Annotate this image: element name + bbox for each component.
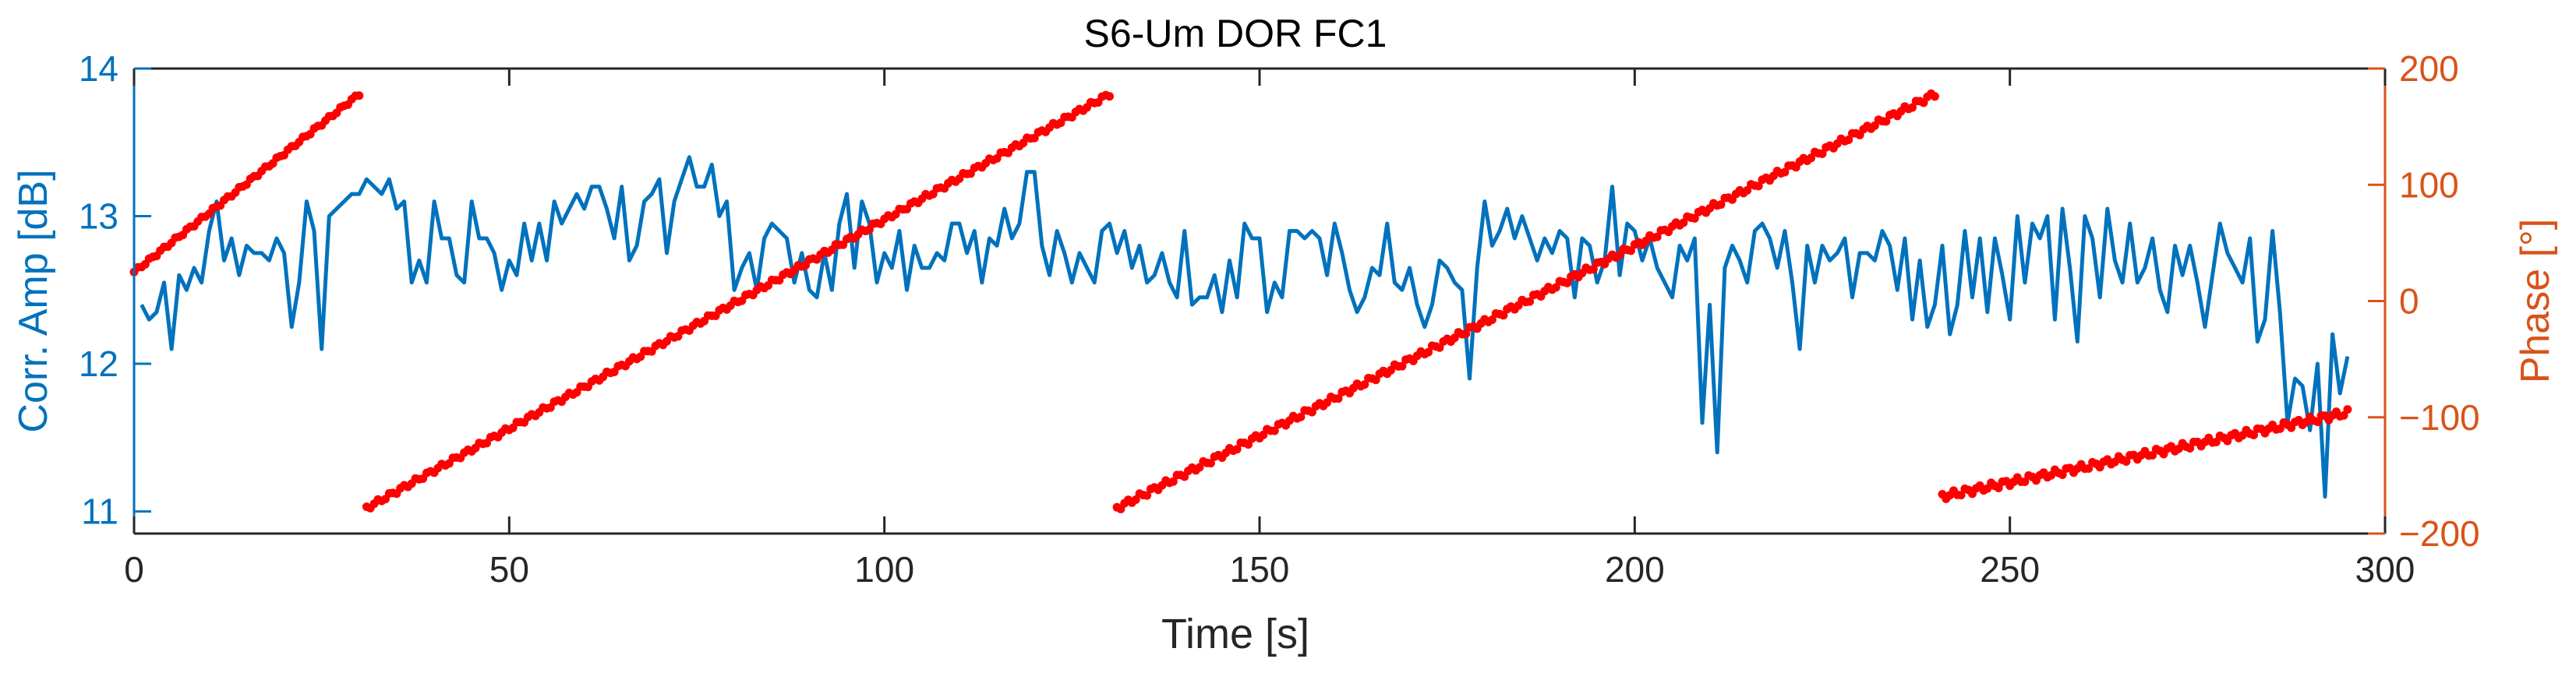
y-left-tick-label: 13: [79, 196, 118, 237]
phase-point: [2058, 470, 2067, 479]
x-tick-label: 100: [854, 549, 914, 590]
phase-point: [1525, 297, 1535, 306]
chart-title: S6-Um DOR FC1: [1084, 12, 1387, 55]
phase-point: [1780, 167, 1790, 177]
phase-point: [1844, 136, 1853, 144]
phase-point: [1690, 213, 1699, 223]
y-right-tick-label: −200: [2399, 513, 2480, 554]
phase-point: [1398, 361, 1407, 371]
phase-point: [1105, 92, 1114, 101]
phase-point: [1206, 459, 1215, 468]
phase-point: [1270, 426, 1279, 435]
y-left-tick-label: 12: [79, 344, 118, 384]
phase-point: [2148, 451, 2157, 460]
phase-point: [355, 91, 364, 100]
phase-point: [2249, 431, 2258, 439]
phase-point: [2020, 477, 2030, 486]
phase-point: [1360, 380, 1369, 389]
phase-point: [1652, 232, 1662, 241]
y-axis-label-left: Corr. Amp [dB]: [11, 169, 56, 432]
y-right-tick-label: 0: [2399, 281, 2419, 322]
amp-series-line: [140, 155, 2350, 499]
phase-point: [1563, 278, 1572, 287]
phase-point: [1818, 149, 1827, 158]
phase-point: [1908, 103, 1917, 112]
y-left-tick-label: 14: [79, 48, 118, 89]
y-left-tick-label: 11: [81, 491, 118, 532]
phase-point: [1487, 315, 1496, 324]
phase-point: [1143, 491, 1152, 500]
phase-point: [2186, 444, 2195, 453]
phase-point: [1499, 311, 1508, 320]
phase-point: [2343, 405, 2352, 414]
y-right-tick-label: −100: [2399, 397, 2480, 438]
phase-point: [1551, 283, 1560, 292]
x-tick-label: 200: [1605, 549, 1665, 590]
x-tick-label: 150: [1230, 549, 1290, 590]
phase-point: [1754, 181, 1763, 191]
phase-point: [1615, 251, 1624, 259]
phase-point: [1994, 484, 2003, 492]
x-tick-label: 50: [489, 549, 529, 590]
phase-point: [1588, 265, 1598, 274]
phase-point: [1424, 347, 1433, 357]
y-right-tick-label: 200: [2399, 48, 2459, 89]
y-right-tick-label: 100: [2399, 164, 2459, 205]
phase-point: [1461, 329, 1471, 339]
phase-point: [1930, 92, 1939, 101]
phase-point: [2084, 464, 2094, 473]
phase-point: [2275, 424, 2284, 433]
phase-point: [1882, 117, 1891, 126]
phase-point: [2122, 457, 2131, 466]
phase-point: [1296, 412, 1306, 421]
phase-point: [2313, 417, 2322, 426]
x-tick-label: 0: [124, 549, 144, 590]
x-tick-label: 300: [2355, 549, 2415, 590]
phase-point: [1334, 394, 1343, 403]
phase-point: [1232, 445, 1242, 454]
phase-point: [1716, 200, 1726, 210]
phase-point: [1627, 246, 1635, 255]
y-axis-label-right: Phase [°]: [2513, 219, 2558, 384]
phase-point: [1956, 491, 1966, 500]
phase-point: [2211, 438, 2221, 446]
x-tick-label: 250: [1980, 549, 2040, 590]
x-axis-label: Time [s]: [1161, 611, 1309, 657]
phase-point: [1168, 477, 1178, 486]
